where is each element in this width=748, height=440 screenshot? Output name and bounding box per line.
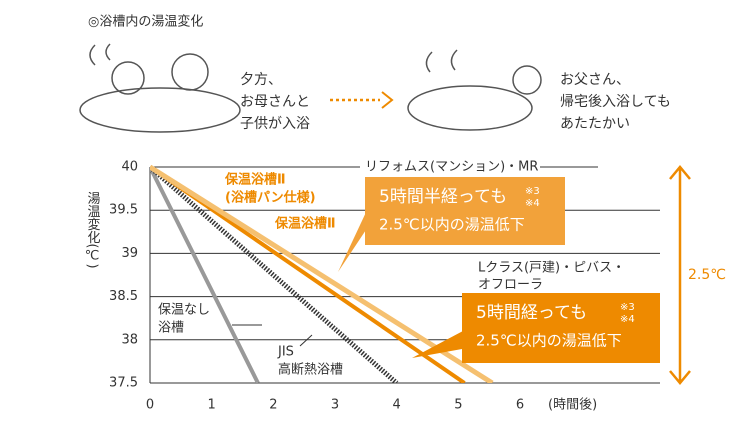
x-tick-label: 0	[146, 398, 154, 413]
series-label: 高断熱浴槽	[278, 362, 343, 378]
y-tick-label: 38	[121, 332, 138, 347]
line-series	[150, 165, 399, 383]
caption: 子供が入浴	[240, 116, 310, 132]
callout-box	[338, 177, 565, 272]
series-label: 保温なし	[158, 303, 210, 318]
callout-text: 2.5℃以内の湯温低下	[379, 216, 525, 234]
caption: 夕方、	[240, 72, 282, 88]
x-axis-label: (時間後)	[548, 398, 597, 413]
caption: 帰宅後入浴しても	[560, 93, 671, 110]
line-series	[150, 166, 260, 383]
callout-text: 2.5℃以内の湯温低下	[476, 332, 622, 350]
series-label: 保温浴槽Ⅱ	[274, 216, 336, 232]
caption: あたたかい	[560, 116, 630, 132]
series-label: JIS	[277, 345, 294, 360]
product-label: リフォムス(マンション)・MR	[365, 160, 538, 175]
range-arrow	[669, 165, 691, 385]
product-label: Lクラス(戸建)・ピバス・	[478, 261, 625, 276]
y-tick-label: 40	[121, 160, 138, 175]
leader	[299, 334, 313, 347]
x-tick-label: 3	[331, 398, 339, 413]
callout-box	[412, 293, 660, 363]
caption: お父さん、	[560, 72, 630, 88]
y-tick-label: 37.5	[109, 376, 138, 391]
callout-text: 5時間半経っても	[379, 187, 507, 207]
callout-note: ※4	[620, 314, 635, 325]
callout-note: ※3	[620, 302, 635, 313]
callout-text: 5時間経っても	[476, 303, 587, 323]
y-tick-label: 39.5	[109, 203, 138, 218]
y-axis-label: 湯温変化(℃)	[85, 191, 101, 268]
callout-note: ※4	[525, 198, 540, 209]
y-tick-label: 39	[121, 246, 138, 261]
x-tick-label: 6	[516, 398, 524, 413]
x-tick-label: 2	[269, 398, 277, 413]
series-label: 浴槽	[158, 321, 184, 336]
series-label: 保温浴槽Ⅱ	[224, 172, 286, 188]
callout-note: ※3	[525, 186, 540, 197]
caption: お母さんと	[240, 94, 310, 110]
illustration	[79, 43, 542, 133]
product-label: オフローラ	[478, 278, 543, 293]
y-tick-label: 38.5	[109, 289, 138, 304]
x-tick-label: 4	[393, 398, 401, 413]
x-tick-label: 1	[208, 398, 216, 413]
series-label: (浴槽パン仕様)	[225, 190, 316, 206]
range-label: 2.5℃	[688, 267, 726, 283]
x-tick-label: 5	[454, 398, 462, 413]
chart-title: ◎浴槽内の湯温変化	[88, 14, 203, 30]
